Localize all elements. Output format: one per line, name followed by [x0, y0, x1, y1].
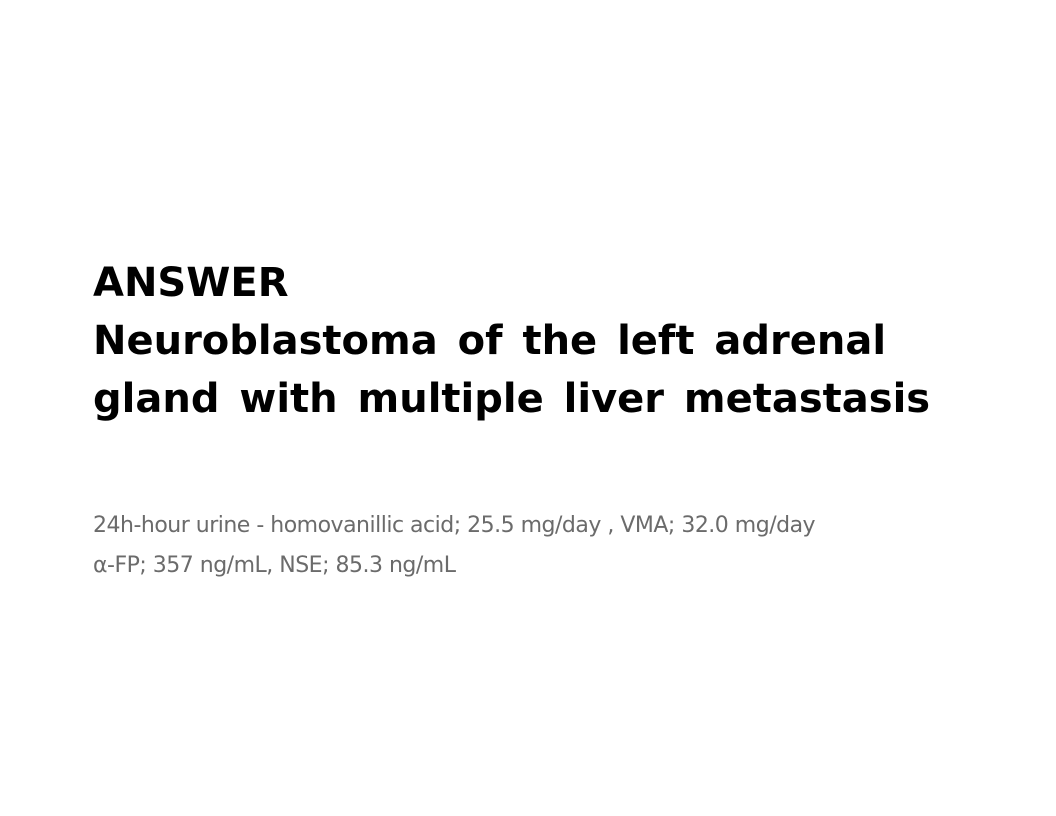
answer-heading: ANSWER	[93, 260, 289, 306]
answer-title: ANSWER Neuroblastoma of the left adrenal…	[93, 254, 993, 428]
diagnosis-line-1: Neuroblastoma of the left adrenal	[93, 318, 887, 364]
serum-markers-line: α-FP; 357 ng/mL, NSE; 85.3 ng/mL	[93, 553, 456, 578]
diagnosis-line-2: gland with multiple liver metastasis	[93, 376, 931, 422]
urine-results-line: 24h-hour urine - homovanillic acid; 25.5…	[93, 513, 816, 538]
lab-results: 24h-hour urine - homovanillic acid; 25.5…	[93, 506, 1013, 586]
